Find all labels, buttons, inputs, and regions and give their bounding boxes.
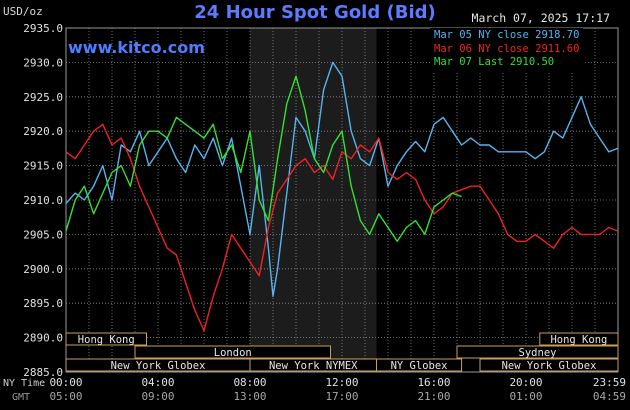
y-tick-label: 2925.0	[23, 91, 63, 104]
x-tick-label-ny: 08:00	[233, 376, 266, 389]
legend-item-mar05: Mar 05 NY close 2918.70	[434, 29, 580, 41]
x-tick-label-ny: 20:00	[509, 376, 542, 389]
session-bar	[134, 345, 331, 359]
y-tick-label: 2890.0	[23, 332, 63, 345]
x-tick-label-gmt: 01:00	[509, 390, 542, 403]
chart-datetime: March 07, 2025 17:17	[471, 11, 610, 25]
x-tick-label-gmt: 21:00	[417, 390, 450, 403]
y-tick-label: 2930.0	[23, 56, 63, 69]
session-bar	[539, 332, 619, 346]
x-tick-label-gmt: 09:00	[141, 390, 174, 403]
session-label: Sydney	[519, 347, 557, 359]
session-bar	[65, 332, 147, 346]
session-bar	[456, 345, 619, 359]
y-tick-label: 2920.0	[23, 125, 63, 138]
y-tick-label: 2895.0	[23, 297, 63, 310]
x-tick-label-gmt: 04:59	[593, 390, 626, 403]
session-bar	[479, 358, 619, 372]
x-tick-label-ny: 16:00	[417, 376, 450, 389]
session-label: Hong Kong	[550, 334, 607, 346]
y-tick-label: 2905.0	[23, 228, 63, 241]
y-tick-label: 2935.0	[23, 22, 63, 35]
legend-item-mar07: Mar 07 Last 2910.50	[434, 56, 555, 68]
session-label: New York Globex	[111, 360, 206, 372]
x-tick-label-gmt: 13:00	[233, 390, 266, 403]
x-tick-label-ny: 12:00	[325, 376, 358, 389]
series-line-mar05	[65, 61, 619, 297]
website-watermark: www.kitco.com	[68, 38, 205, 57]
x-tick-label-ny: 04:00	[141, 376, 174, 389]
session-label: Hong Kong	[78, 334, 135, 346]
y-tick-label: 2885.0	[23, 366, 63, 379]
session-bar	[376, 358, 463, 372]
y-axis-unit-label: USD/oz	[3, 5, 43, 18]
session-label: New York Globex	[502, 360, 597, 372]
series-line-mar06	[65, 123, 619, 332]
session-label: New York NYMEX	[269, 360, 358, 372]
chart-legend: Mar 05 NY close 2918.70 Mar 06 NY close …	[430, 28, 584, 71]
legend-item-mar06: Mar 06 NY close 2911.60	[434, 42, 580, 55]
x-tick-label-ny: 00:00	[49, 376, 82, 389]
y-tick-label: 2910.0	[23, 194, 63, 207]
series-line-mar07	[65, 75, 462, 243]
x-tick-label-ny: 23:59	[593, 376, 626, 389]
gmt-row-label: GMT	[12, 392, 30, 403]
x-tick-label-gmt: 17:00	[325, 390, 358, 403]
session-label: NY Globex	[391, 360, 448, 372]
ny-time-row-label: NY Time	[3, 378, 45, 389]
session-label: London	[214, 347, 252, 359]
x-tick-label-gmt: 05:00	[49, 390, 82, 403]
y-tick-label: 2915.0	[23, 160, 63, 173]
y-tick-label: 2900.0	[23, 263, 63, 276]
